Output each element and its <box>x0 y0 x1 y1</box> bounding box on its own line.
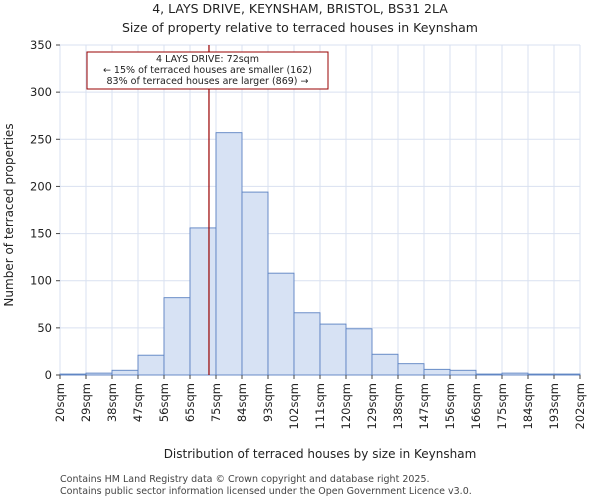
x-tick-label: 47sqm <box>131 383 145 422</box>
x-tick-label: 102sqm <box>287 383 301 429</box>
y-tick-label: 350 <box>30 38 52 52</box>
histogram-bar <box>527 373 555 376</box>
histogram-bar <box>241 191 269 376</box>
y-axis-label: Number of terraced properties <box>2 123 16 306</box>
y-tick-label: 50 <box>37 321 52 335</box>
x-tick-label: 20sqm <box>53 383 67 422</box>
x-tick-label: 202sqm <box>573 383 587 429</box>
histogram-bar <box>397 363 425 376</box>
x-ticks: 20sqm 29sqm 38sqm 47sqm 56sqm 65sqm 75sqm 84sqm… <box>53 375 587 429</box>
histogram-bar <box>293 312 321 376</box>
annotation-line-3: 83% of terraced houses are larger (869) … <box>107 76 309 87</box>
x-tick-label: 156sqm <box>443 383 457 429</box>
x-tick-label: 65sqm <box>183 383 197 422</box>
footer-line-1: Contains HM Land Registry data © Crown c… <box>60 474 430 485</box>
histogram-bar <box>215 132 243 376</box>
x-tick-label: 166sqm <box>469 383 483 429</box>
y-tick-label: 300 <box>30 85 52 99</box>
annotation-line-1: 4 LAYS DRIVE: 72sqm <box>156 54 259 65</box>
histogram-bar <box>475 373 503 376</box>
histogram-bar <box>111 369 139 376</box>
histogram-bar <box>137 354 165 376</box>
x-axis-label: Distribution of terraced houses by size … <box>164 447 477 461</box>
x-tick-label: 29sqm <box>79 383 93 422</box>
y-tick-label: 250 <box>30 132 52 146</box>
x-tick-label: 84sqm <box>235 383 249 422</box>
chart-title: 4, LAYS DRIVE, KEYNSHAM, BRISTOL, BS31 2… <box>152 1 448 16</box>
annotation-line-2: ← 15% of terraced houses are smaller (16… <box>103 65 312 76</box>
histogram-bar <box>59 373 87 376</box>
y-tick-label: 100 <box>30 274 52 288</box>
x-tick-label: 75sqm <box>209 383 223 422</box>
histogram-bar <box>371 353 399 376</box>
y-tick-label: 150 <box>30 227 52 241</box>
bars <box>59 132 581 376</box>
x-tick-label: 111sqm <box>313 383 327 429</box>
x-tick-label: 147sqm <box>417 383 431 429</box>
x-tick-label: 129sqm <box>365 383 379 429</box>
histogram-bar <box>163 297 191 376</box>
x-tick-label: 184sqm <box>521 383 535 429</box>
x-tick-label: 193sqm <box>547 383 561 429</box>
x-tick-label: 93sqm <box>261 383 275 422</box>
histogram-bar <box>319 323 347 376</box>
y-tick-label: 200 <box>30 179 52 193</box>
y-ticks: 0 50 100 150 200 250 300 350 <box>30 38 60 382</box>
y-tick-label: 0 <box>45 368 52 382</box>
histogram-bar <box>423 368 451 376</box>
histogram-bar <box>449 369 477 376</box>
histogram-bar <box>501 372 529 376</box>
annotation-box <box>86 51 329 90</box>
chart-subtitle: Size of property relative to terraced ho… <box>122 20 478 35</box>
footer-line-2: Contains public sector information licen… <box>60 486 472 497</box>
histogram-bar <box>345 328 373 376</box>
x-tick-label: 175sqm <box>495 383 509 429</box>
x-tick-label: 120sqm <box>339 383 353 429</box>
x-tick-label: 138sqm <box>391 383 405 429</box>
x-tick-label: 38sqm <box>105 383 119 422</box>
annotation: 4 LAYS DRIVE: 72sqm ← 15% of terraced ho… <box>86 51 329 90</box>
histogram-bar <box>85 372 113 376</box>
x-tick-label: 56sqm <box>157 383 171 422</box>
histogram-bar <box>267 272 295 376</box>
histogram-bar <box>189 227 217 376</box>
histogram-bar <box>553 373 581 376</box>
